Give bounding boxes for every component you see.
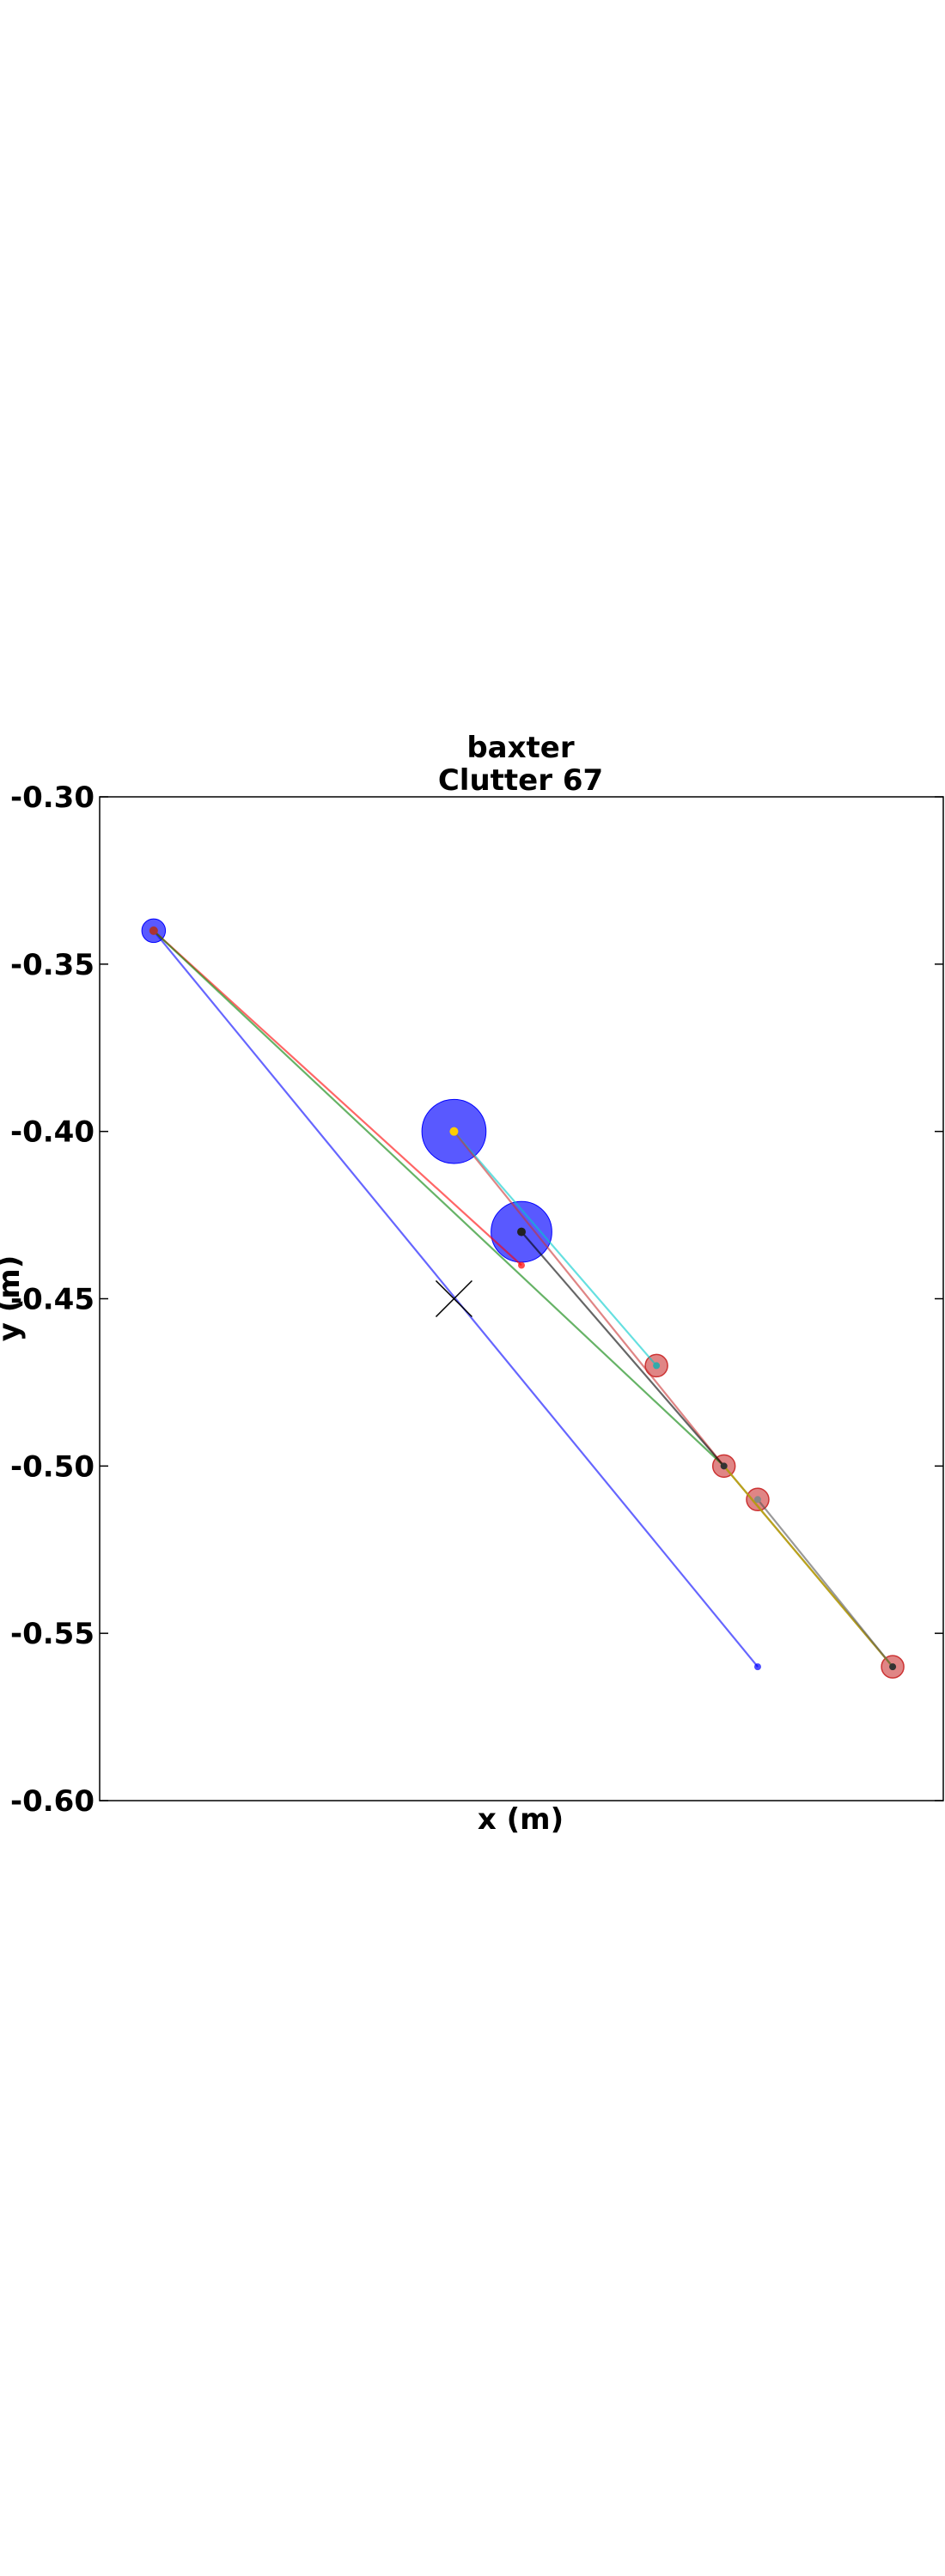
trajectory-line xyxy=(153,930,522,1267)
y-tick-label: -0.60 xyxy=(10,1784,94,1819)
goal-center-point xyxy=(753,1496,761,1504)
trajectory-line xyxy=(152,930,759,1668)
y-axis-ticks: -0.30 -0.35 -0.40 -0.45 -0.50 -0.55 -0.60 xyxy=(10,781,943,1819)
obstacle-center-point xyxy=(517,1227,526,1236)
y-tick-label: -0.40 xyxy=(10,1115,94,1150)
trajectory-line xyxy=(153,930,893,1668)
trajectory-line xyxy=(757,1498,893,1668)
plot-area xyxy=(141,918,905,1679)
goal-center-point xyxy=(889,1663,897,1671)
target-x-marker xyxy=(435,1279,472,1318)
y-tick-label: -0.55 xyxy=(10,1617,94,1651)
y-tick-label: -0.50 xyxy=(10,1449,94,1484)
y-tick-label: -0.45 xyxy=(10,1283,94,1317)
goal-center-point xyxy=(720,1462,728,1470)
y-tick-label: -0.30 xyxy=(10,781,94,815)
trajectory-line xyxy=(453,1130,657,1367)
trajectory-end-point xyxy=(518,1261,525,1269)
plot-frame xyxy=(99,796,944,1801)
goal-center-point xyxy=(653,1362,661,1370)
obstacle-center-point xyxy=(449,1127,459,1136)
chart-title: baxter Clutter 67 xyxy=(438,731,603,798)
obstacle-center-point xyxy=(149,926,158,935)
x-axis-label: x (m) xyxy=(478,1802,564,1837)
chart-title-line-2: Clutter 67 xyxy=(438,763,603,798)
y-axis-label: y (m) xyxy=(0,1255,27,1342)
y-tick-label: -0.35 xyxy=(10,948,94,982)
trajectory-end-point xyxy=(753,1663,761,1671)
chart-title-line-1: baxter xyxy=(466,731,575,765)
trajectory-line xyxy=(521,1230,725,1467)
